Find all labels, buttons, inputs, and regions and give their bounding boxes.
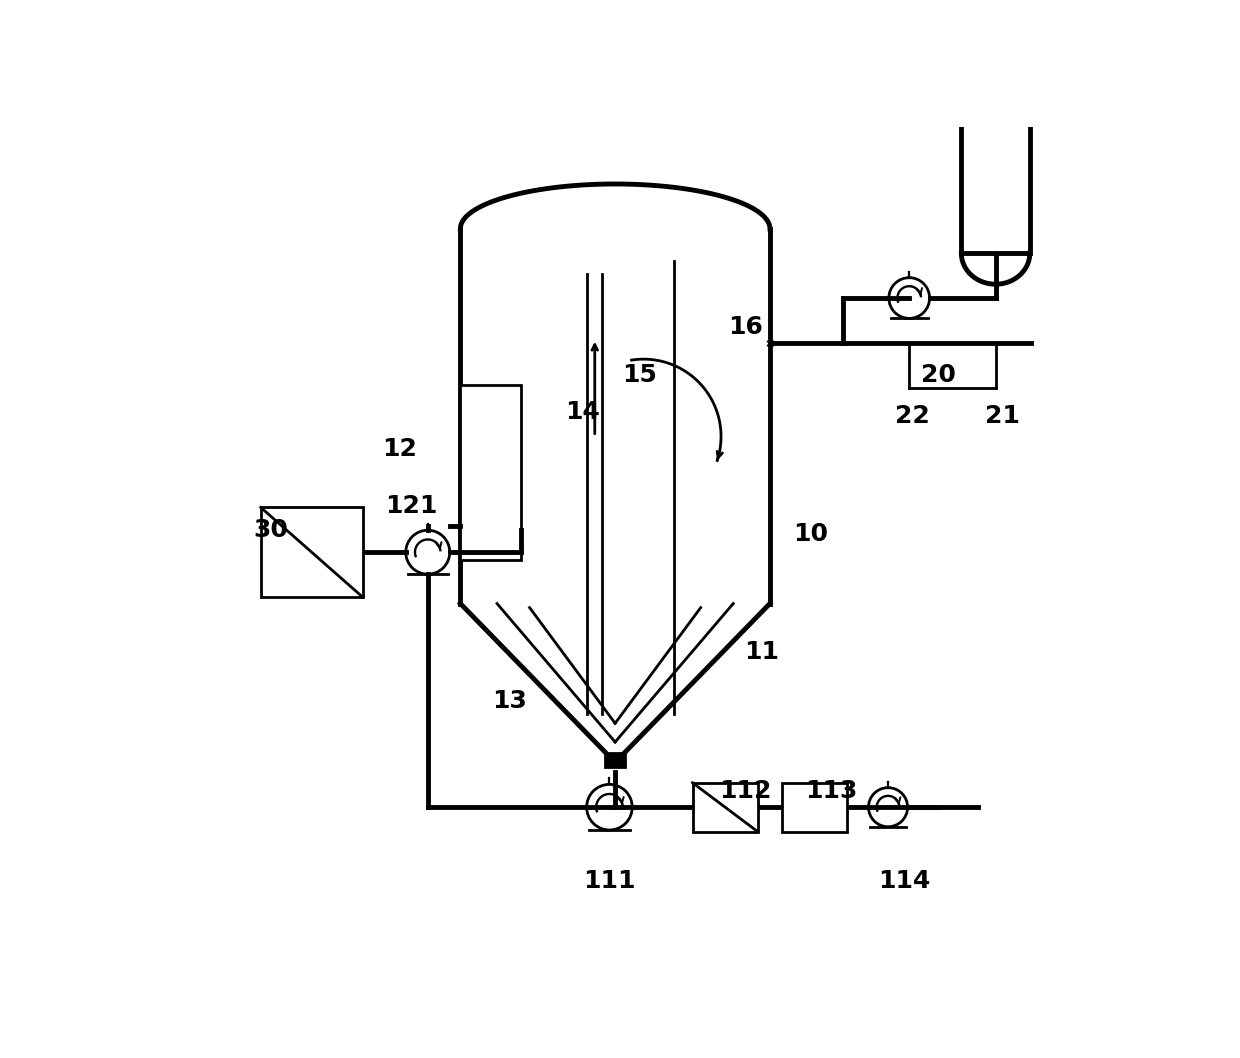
Text: 22: 22 xyxy=(895,404,930,428)
Bar xyxy=(260,508,362,597)
Text: 121: 121 xyxy=(386,494,438,517)
Text: 114: 114 xyxy=(878,869,930,893)
Text: 13: 13 xyxy=(492,690,527,713)
Bar xyxy=(605,752,625,767)
Text: 21: 21 xyxy=(985,404,1019,428)
Text: 12: 12 xyxy=(382,437,417,460)
Text: 15: 15 xyxy=(622,364,657,387)
Text: 10: 10 xyxy=(794,523,828,546)
Text: 112: 112 xyxy=(719,779,771,803)
Text: 14: 14 xyxy=(565,400,600,424)
Text: 20: 20 xyxy=(921,364,956,387)
Bar xyxy=(692,783,758,832)
Bar xyxy=(460,385,522,561)
Text: 111: 111 xyxy=(583,869,636,893)
Text: 113: 113 xyxy=(805,779,857,803)
Bar xyxy=(782,783,847,832)
Text: 11: 11 xyxy=(744,640,779,664)
Text: 30: 30 xyxy=(253,518,288,542)
Text: 16: 16 xyxy=(728,314,763,339)
Bar xyxy=(961,118,1029,253)
